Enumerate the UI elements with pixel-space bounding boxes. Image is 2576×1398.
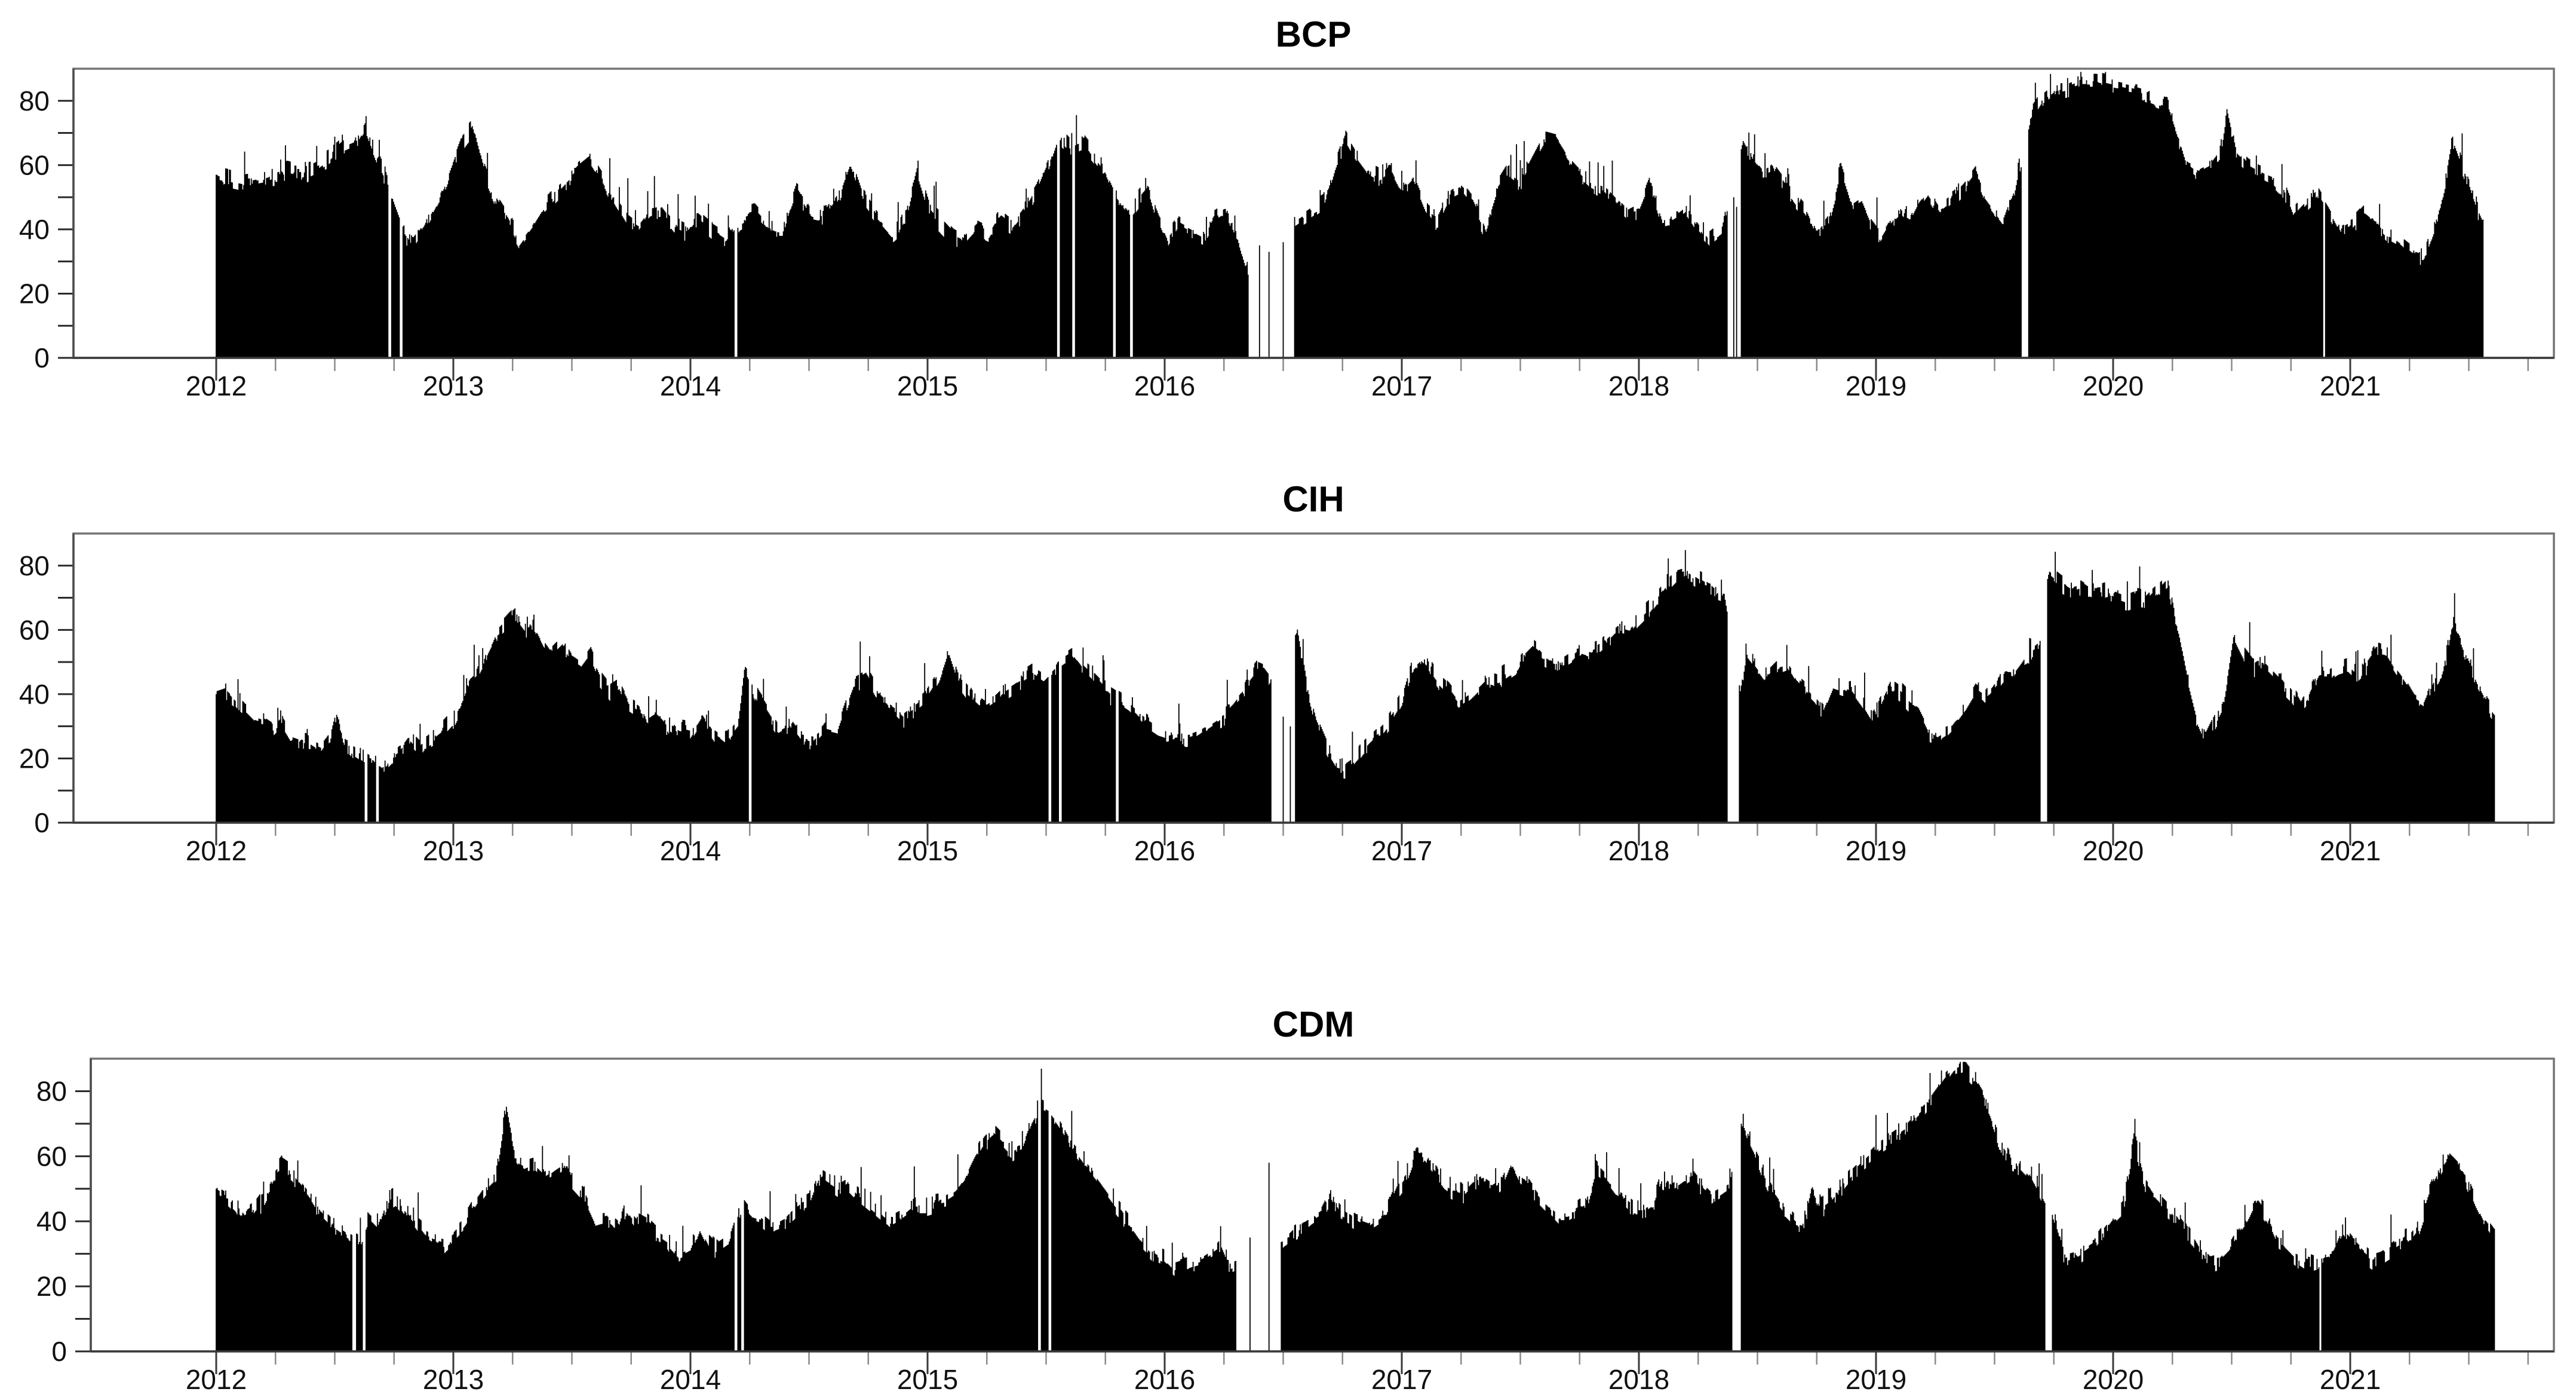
panel-bcp: BCP 0 20 40 60 80 2012 2013 2014 2015 2016 2017 201… (19, 14, 2555, 401)
y-axis-ticks (58, 100, 73, 359)
x-tick-label: 2012 (186, 1364, 247, 1395)
y-tick-label: 0 (34, 342, 50, 373)
y-tick-label: 0 (51, 1336, 67, 1367)
panel-cdm: CDM 0 20 40 60 80 2012 2013 2014 2015 2016 2017 201… (36, 1004, 2555, 1395)
x-tick-label: 2020 (2083, 370, 2144, 401)
panel-cih: CIH 0 20 40 60 80 2012 2013 2014 2015 2016 2017 201… (19, 479, 2555, 866)
x-tick-label: 2021 (2320, 835, 2381, 866)
x-tick-label: 2017 (1371, 370, 1432, 401)
x-tick-label: 2016 (1134, 370, 1195, 401)
x-tick-label: 2015 (897, 835, 958, 866)
x-tick-label: 2020 (2083, 1364, 2144, 1395)
x-tick-label: 2020 (2083, 835, 2144, 866)
x-tick-label: 2015 (897, 1364, 958, 1395)
x-axis-ticks (215, 823, 2529, 845)
x-tick-label: 2012 (186, 835, 247, 866)
bcp-bars (216, 72, 2484, 358)
y-tick-label: 20 (19, 743, 50, 774)
x-tick-label: 2015 (897, 370, 958, 401)
x-tick-label: 2014 (660, 835, 721, 866)
panel-title-cdm: CDM (1273, 1004, 1355, 1044)
y-tick-label: 80 (36, 1075, 67, 1106)
x-tick-label: 2013 (423, 370, 484, 401)
x-tick-label: 2018 (1608, 835, 1669, 866)
y-tick-label: 80 (19, 550, 50, 581)
x-tick-label: 2019 (1846, 370, 1906, 401)
x-tick-label: 2016 (1134, 1364, 1195, 1395)
x-tick-label: 2012 (186, 370, 247, 401)
y-tick-label: 60 (19, 149, 50, 180)
y-tick-label: 40 (19, 679, 50, 710)
x-tick-label: 2019 (1846, 835, 1906, 866)
panel-title-bcp: BCP (1276, 14, 1352, 54)
y-tick-label: 40 (19, 214, 50, 245)
x-tick-label: 2019 (1846, 1364, 1906, 1395)
x-tick-label: 2017 (1371, 1364, 1432, 1395)
x-tick-label: 2013 (423, 835, 484, 866)
x-axis-ticks (215, 1351, 2529, 1374)
y-tick-label: 20 (19, 278, 50, 309)
y-tick-label: 0 (34, 807, 50, 838)
x-tick-label: 2018 (1608, 370, 1669, 401)
y-tick-label: 60 (36, 1141, 67, 1172)
x-tick-label: 2017 (1371, 835, 1432, 866)
y-tick-label: 80 (19, 85, 50, 116)
x-tick-label: 2021 (2320, 370, 2381, 401)
x-axis-ticks (215, 358, 2529, 381)
cih-bars (216, 550, 2495, 823)
y-axis-ticks (58, 565, 73, 824)
x-tick-label: 2013 (423, 1364, 484, 1395)
x-tick-label: 2016 (1134, 835, 1195, 866)
x-tick-label: 2014 (660, 370, 721, 401)
x-tick-label: 2018 (1608, 1364, 1669, 1395)
y-tick-label: 20 (36, 1271, 67, 1302)
x-tick-label: 2014 (660, 1364, 721, 1395)
y-axis-ticks (75, 1090, 91, 1353)
y-tick-label: 40 (36, 1206, 67, 1237)
cdm-bars (216, 1062, 2495, 1351)
y-tick-label: 60 (19, 614, 50, 645)
panel-title-cih: CIH (1282, 479, 1344, 519)
x-tick-label: 2021 (2320, 1364, 2381, 1395)
